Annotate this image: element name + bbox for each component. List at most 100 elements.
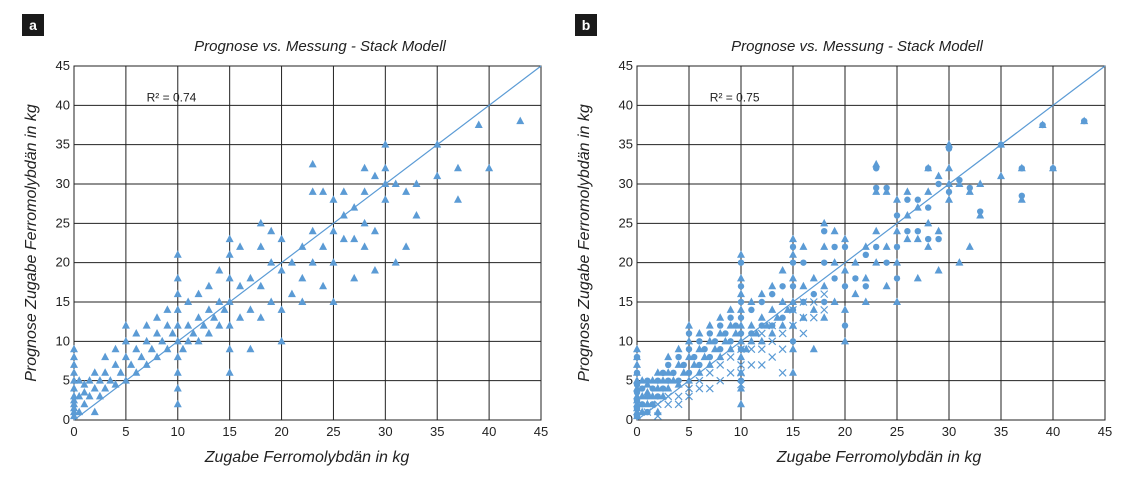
- data-point-circle: [706, 353, 713, 361]
- data-point-x: [778, 329, 787, 338]
- y-tick-label: 30: [619, 176, 633, 191]
- data-point-triangle: [225, 234, 234, 243]
- data-point-triangle: [308, 187, 317, 195]
- data-point-circle: [737, 298, 745, 306]
- data-point-triangle: [705, 360, 714, 368]
- data-point-triangle: [178, 344, 187, 353]
- data-point-triangle: [903, 234, 912, 243]
- data-point-triangle: [210, 313, 219, 321]
- data-point-circle: [670, 369, 677, 376]
- data-point-circle: [893, 212, 901, 219]
- data-point-triangle: [319, 242, 328, 250]
- data-point-triangle: [861, 242, 870, 250]
- data-point-triangle: [768, 328, 777, 337]
- data-point-triangle: [121, 376, 130, 384]
- data-point-triangle: [934, 171, 943, 180]
- data-point-triangle: [664, 368, 673, 376]
- data-point-circle: [659, 385, 667, 392]
- data-point-circle: [841, 283, 849, 290]
- data-point-triangle: [70, 403, 78, 412]
- data-point-circle: [737, 283, 745, 290]
- data-point-triangle: [955, 258, 964, 266]
- data-point-triangle: [872, 159, 881, 168]
- reference-line: [73, 65, 542, 421]
- data-point-circle: [758, 322, 765, 329]
- data-point-triangle: [721, 336, 730, 345]
- y-tick-label: 40: [619, 97, 633, 112]
- data-point-circle: [654, 377, 661, 384]
- data-point-triangle: [820, 242, 829, 250]
- panel-label-b: b: [575, 14, 597, 36]
- x-tick-label: 30: [378, 424, 392, 439]
- data-point-triangle: [277, 234, 286, 243]
- data-point-triangle: [116, 368, 125, 376]
- data-point-triangle: [653, 384, 662, 392]
- data-point-triangle: [256, 281, 265, 290]
- data-point-triangle: [90, 384, 99, 392]
- data-point-x: [726, 353, 735, 361]
- data-point-x: [695, 376, 704, 385]
- data-point-triangle: [95, 391, 104, 400]
- data-point-triangle: [695, 328, 704, 337]
- data-point-triangle: [638, 407, 647, 416]
- data-point-triangle: [830, 297, 839, 305]
- data-point-triangle: [173, 384, 182, 392]
- data-point-circle: [748, 330, 755, 337]
- data-point-triangle: [95, 376, 104, 384]
- data-point-triangle: [664, 352, 673, 361]
- data-point-x: [768, 353, 777, 361]
- x-tick-label: 10: [171, 424, 185, 439]
- data-point-circle: [883, 259, 890, 266]
- data-point-circle: [925, 165, 932, 172]
- data-point-circle: [649, 401, 656, 408]
- data-point-triangle: [737, 250, 745, 258]
- data-point-triangle: [789, 273, 797, 282]
- data-point-triangle: [173, 305, 182, 313]
- data-point-triangle: [893, 195, 901, 203]
- panel-label-a: a: [22, 14, 44, 36]
- data-point-x: [799, 329, 808, 338]
- data-point-triangle: [308, 258, 317, 266]
- data-point-triangle: [70, 399, 78, 408]
- data-point-circle: [873, 184, 880, 192]
- data-point-triangle: [913, 203, 922, 211]
- data-point-x: [716, 361, 725, 369]
- data-point-triangle: [934, 226, 943, 235]
- data-point-triangle: [204, 328, 213, 337]
- chart-panel-b: b Prognose vs. Messung - Stack Modell 0 5…: [563, 0, 1126, 490]
- data-point-triangle: [757, 313, 766, 321]
- data-point-triangle: [246, 305, 255, 313]
- x-tick-label: 35: [430, 424, 444, 439]
- plot-frame: [73, 65, 542, 421]
- y-tick-label: 15: [619, 294, 633, 309]
- data-point-x: [705, 368, 714, 377]
- data-point-triangle: [872, 226, 881, 235]
- data-point-triangle: [80, 399, 89, 408]
- data-point-triangle: [934, 266, 943, 274]
- data-point-triangle: [277, 266, 286, 274]
- data-point-triangle: [75, 391, 84, 400]
- data-point-triangle: [173, 368, 182, 376]
- data-point-circle: [644, 377, 651, 384]
- data-point-triangle: [168, 328, 177, 337]
- data-point-triangle: [329, 195, 338, 203]
- data-point-circle: [862, 251, 869, 258]
- data-point-triangle: [132, 328, 141, 337]
- data-point-circle: [945, 188, 953, 196]
- data-point-triangle: [225, 344, 234, 353]
- data-point-triangle: [75, 407, 84, 416]
- data-point-circle: [685, 369, 693, 376]
- data-point-triangle: [194, 313, 203, 321]
- data-point-triangle: [163, 321, 172, 329]
- data-point-triangle: [965, 242, 974, 250]
- x-tick-label: 15: [222, 424, 236, 439]
- data-point-triangle: [768, 281, 777, 290]
- x-axis-label: Zugabe Ferromolybdän in kg: [204, 449, 410, 466]
- data-point-triangle: [121, 352, 130, 361]
- data-point-triangle: [841, 234, 849, 243]
- data-point-triangle: [679, 368, 688, 376]
- data-point-triangle: [236, 313, 245, 321]
- data-point-triangle: [350, 234, 359, 243]
- data-point-triangle: [319, 281, 328, 290]
- data-point-triangle: [705, 336, 714, 345]
